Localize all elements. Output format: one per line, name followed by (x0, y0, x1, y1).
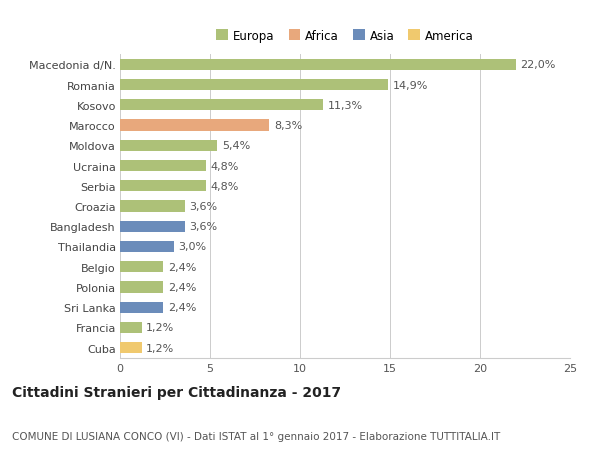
Text: COMUNE DI LUSIANA CONCO (VI) - Dati ISTAT al 1° gennaio 2017 - Elaborazione TUTT: COMUNE DI LUSIANA CONCO (VI) - Dati ISTA… (12, 431, 500, 441)
Bar (120, 140, 217, 151)
Bar (120, 282, 163, 293)
Bar (120, 241, 174, 252)
Text: 1,2%: 1,2% (146, 343, 175, 353)
Text: 22,0%: 22,0% (521, 60, 556, 70)
Bar (120, 60, 516, 71)
Bar (120, 302, 163, 313)
Bar (120, 181, 206, 192)
Bar (120, 342, 142, 353)
Legend: Europa, Africa, Asia, America: Europa, Africa, Asia, America (213, 26, 477, 46)
Text: 3,6%: 3,6% (190, 202, 217, 212)
Bar (120, 100, 323, 111)
Bar (120, 221, 185, 232)
Text: 4,8%: 4,8% (211, 161, 239, 171)
Bar (120, 322, 142, 333)
Text: 14,9%: 14,9% (392, 80, 428, 90)
Text: 2,4%: 2,4% (168, 262, 196, 272)
Text: 3,6%: 3,6% (190, 222, 217, 232)
Bar (120, 161, 206, 172)
Text: 5,4%: 5,4% (222, 141, 250, 151)
Text: 1,2%: 1,2% (146, 323, 175, 333)
Text: Cittadini Stranieri per Cittadinanza - 2017: Cittadini Stranieri per Cittadinanza - 2… (12, 386, 341, 399)
Text: 2,4%: 2,4% (168, 302, 196, 313)
Text: 4,8%: 4,8% (211, 181, 239, 191)
Bar (120, 120, 269, 131)
Text: 2,4%: 2,4% (168, 282, 196, 292)
Text: 3,0%: 3,0% (179, 242, 206, 252)
Bar (120, 80, 388, 91)
Text: 11,3%: 11,3% (328, 101, 363, 111)
Bar (120, 201, 185, 212)
Bar (120, 262, 163, 273)
Text: 8,3%: 8,3% (274, 121, 302, 131)
